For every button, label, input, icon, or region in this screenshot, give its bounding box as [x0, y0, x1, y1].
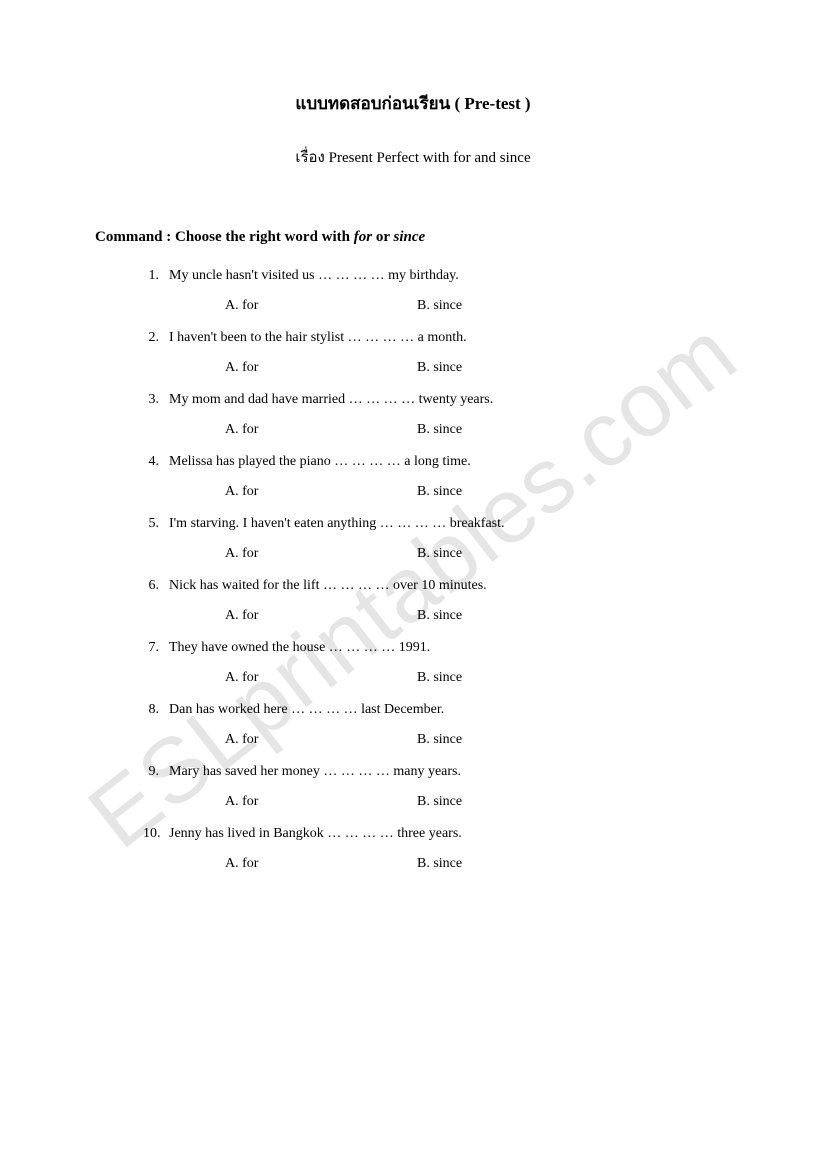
option-b[interactable]: B. since: [417, 360, 462, 376]
question-number: 8.: [143, 702, 169, 718]
question-line: 7.They have owned the house … … … … 1991…: [143, 640, 731, 656]
question-number: 5.: [143, 516, 169, 532]
page-subtitle: เรื่อง Present Perfect with for and sinc…: [95, 145, 731, 169]
question-item: 4.Melissa has played the piano … … … … a…: [143, 454, 731, 500]
command-line: Command : Choose the right word with for…: [95, 229, 731, 246]
question-number: 2.: [143, 330, 169, 346]
question-options: A. forB. since: [143, 670, 731, 686]
question-line: 1.My uncle hasn't visited us … … … … my …: [143, 268, 731, 284]
question-number: 1.: [143, 268, 169, 284]
option-a[interactable]: A. for: [225, 484, 417, 500]
question-text: Mary has saved her money … … … … many ye…: [169, 764, 731, 780]
option-b[interactable]: B. since: [417, 856, 462, 872]
option-a[interactable]: A. for: [225, 732, 417, 748]
option-b[interactable]: B. since: [417, 608, 462, 624]
option-a[interactable]: A. for: [225, 360, 417, 376]
question-line: 5.I'm starving. I haven't eaten anything…: [143, 516, 731, 532]
option-a[interactable]: A. for: [225, 608, 417, 624]
question-text: My mom and dad have married … … … … twen…: [169, 392, 731, 408]
option-b[interactable]: B. since: [417, 298, 462, 314]
question-item: 5.I'm starving. I haven't eaten anything…: [143, 516, 731, 562]
question-item: 7.They have owned the house … … … … 1991…: [143, 640, 731, 686]
question-text: I haven't been to the hair stylist … … ……: [169, 330, 731, 346]
question-number: 3.: [143, 392, 169, 408]
question-options: A. forB. since: [143, 732, 731, 748]
question-options: A. forB. since: [143, 484, 731, 500]
question-options: A. forB. since: [143, 546, 731, 562]
question-options: A. forB. since: [143, 794, 731, 810]
command-prefix: Command : Choose the right word with: [95, 229, 354, 245]
question-item: 3.My mom and dad have married … … … … tw…: [143, 392, 731, 438]
question-options: A. forB. since: [143, 298, 731, 314]
question-line: 4.Melissa has played the piano … … … … a…: [143, 454, 731, 470]
option-b[interactable]: B. since: [417, 670, 462, 686]
question-number: 7.: [143, 640, 169, 656]
question-line: 10.Jenny has lived in Bangkok … … … … th…: [143, 826, 731, 842]
question-text: Melissa has played the piano … … … … a l…: [169, 454, 731, 470]
question-text: My uncle hasn't visited us … … … … my bi…: [169, 268, 731, 284]
option-b[interactable]: B. since: [417, 794, 462, 810]
question-line: 3.My mom and dad have married … … … … tw…: [143, 392, 731, 408]
option-a[interactable]: A. for: [225, 794, 417, 810]
question-number: 10.: [143, 826, 169, 842]
question-text: Nick has waited for the lift … … … … ove…: [169, 578, 731, 594]
question-number: 6.: [143, 578, 169, 594]
question-item: 10.Jenny has lived in Bangkok … … … … th…: [143, 826, 731, 872]
question-text: Jenny has lived in Bangkok … … … … three…: [169, 826, 731, 842]
option-a[interactable]: A. for: [225, 546, 417, 562]
question-options: A. forB. since: [143, 608, 731, 624]
question-options: A. forB. since: [143, 422, 731, 438]
question-options: A. forB. since: [143, 856, 731, 872]
option-a[interactable]: A. for: [225, 856, 417, 872]
option-b[interactable]: B. since: [417, 484, 462, 500]
question-text: I'm starving. I haven't eaten anything ……: [169, 516, 731, 532]
question-item: 9.Mary has saved her money … … … … many …: [143, 764, 731, 810]
page-content: แบบทดสอบก่อนเรียน ( Pre-test ) เรื่อง Pr…: [0, 0, 826, 872]
question-number: 4.: [143, 454, 169, 470]
question-line: 8.Dan has worked here … … … … last Decem…: [143, 702, 731, 718]
question-line: 9.Mary has saved her money … … … … many …: [143, 764, 731, 780]
command-word-since: since: [393, 229, 425, 245]
questions-list: 1.My uncle hasn't visited us … … … … my …: [95, 268, 731, 872]
question-line: 6.Nick has waited for the lift … … … … o…: [143, 578, 731, 594]
question-number: 9.: [143, 764, 169, 780]
question-options: A. forB. since: [143, 360, 731, 376]
command-or: or: [372, 229, 393, 245]
option-a[interactable]: A. for: [225, 298, 417, 314]
question-item: 1.My uncle hasn't visited us … … … … my …: [143, 268, 731, 314]
question-line: 2.I haven't been to the hair stylist … ……: [143, 330, 731, 346]
question-item: 6.Nick has waited for the lift … … … … o…: [143, 578, 731, 624]
question-item: 8.Dan has worked here … … … … last Decem…: [143, 702, 731, 748]
option-b[interactable]: B. since: [417, 732, 462, 748]
question-item: 2.I haven't been to the hair stylist … ……: [143, 330, 731, 376]
option-a[interactable]: A. for: [225, 422, 417, 438]
question-text: They have owned the house … … … … 1991.: [169, 640, 731, 656]
question-text: Dan has worked here … … … … last Decembe…: [169, 702, 731, 718]
option-b[interactable]: B. since: [417, 546, 462, 562]
option-a[interactable]: A. for: [225, 670, 417, 686]
command-word-for: for: [354, 229, 372, 245]
page-title: แบบทดสอบก่อนเรียน ( Pre-test ): [95, 90, 731, 117]
option-b[interactable]: B. since: [417, 422, 462, 438]
